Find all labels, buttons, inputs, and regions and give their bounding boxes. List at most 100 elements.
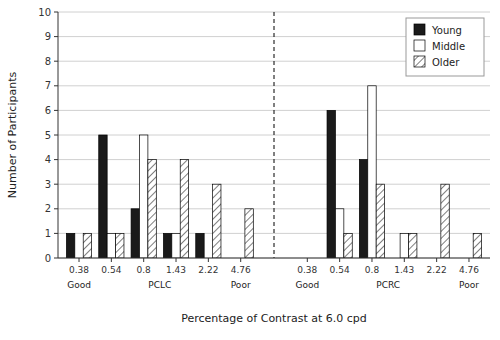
bar [139, 135, 147, 258]
bar [131, 209, 139, 258]
x-tick [240, 258, 241, 262]
x-tick [404, 258, 405, 262]
bar [335, 209, 343, 258]
legend-swatch-bg [414, 56, 425, 67]
bar [409, 233, 417, 258]
x-tick-label: 0.8 [137, 265, 152, 275]
x-tick [79, 258, 80, 262]
bar [116, 233, 124, 258]
y-tick-label: 6 [45, 105, 51, 116]
x-tick-label: 2.22 [427, 265, 447, 275]
legend-label: Young [431, 25, 462, 36]
y-tick [54, 110, 58, 111]
y-tick-label: 9 [45, 31, 51, 42]
bar-bg [245, 209, 253, 258]
bar [344, 233, 352, 258]
x-axis-label: Percentage of Contrast at 6.0 cpd [181, 312, 367, 325]
bar [180, 160, 188, 258]
bar-bg [83, 233, 91, 258]
legend-label: Older [432, 57, 460, 68]
group-separator [274, 12, 275, 258]
bar [83, 233, 91, 258]
x-tick-label: 1.43 [166, 265, 186, 275]
y-axis [58, 12, 59, 258]
x-tick-label: 0.38 [297, 265, 317, 275]
bar [376, 184, 384, 258]
bar [163, 233, 171, 258]
bar [99, 135, 107, 258]
bar-bg [473, 233, 481, 258]
y-tick-label: 1 [45, 228, 51, 239]
annotation: PCRC [376, 280, 400, 290]
annotation: Poor [231, 280, 251, 290]
legend-swatch [414, 40, 425, 51]
chart: 0 1 2 3 4 5 6 7 8 9 10 0.38 0.54 0.8 1.43 2.22 4.76 0.38 0… [0, 0, 500, 340]
y-axis-label: Number of Participants [6, 72, 19, 199]
x-tick [339, 258, 340, 262]
bar-bg [441, 184, 449, 258]
bar [107, 233, 115, 258]
bar [327, 110, 335, 258]
legend-frame [406, 18, 484, 76]
bar [400, 233, 408, 258]
y-tick-label: 4 [45, 154, 51, 165]
bar-bg [116, 233, 124, 258]
annotation: Good [67, 280, 91, 290]
bar [213, 184, 221, 258]
y-tick [54, 85, 58, 86]
bar-bg [344, 233, 352, 258]
y-tick-label: 2 [45, 203, 51, 214]
x-tick [208, 258, 209, 262]
chart-container: 0 1 2 3 4 5 6 7 8 9 10 0.38 0.54 0.8 1.43 2.22 4.76 0.38 0… [0, 0, 500, 340]
y-tick [54, 36, 58, 37]
x-tick-label: 0.54 [101, 265, 121, 275]
x-tick [436, 258, 437, 262]
x-tick [176, 258, 177, 262]
x-tick [111, 258, 112, 262]
x-tick-label: 1.43 [394, 265, 414, 275]
x-tick [371, 258, 372, 262]
x-tick-label: 0.8 [365, 265, 380, 275]
y-tick [54, 233, 58, 234]
bar-bg [213, 184, 221, 258]
annotation: Poor [459, 280, 479, 290]
bar [441, 184, 449, 258]
legend-swatch [414, 24, 425, 35]
legend-swatch [414, 56, 425, 67]
annotation: Good [295, 280, 319, 290]
y-tick-label: 0 [45, 253, 51, 264]
y-tick-label: 5 [45, 130, 51, 141]
x-tick-label: 0.38 [69, 265, 89, 275]
bar-bg [148, 160, 156, 258]
bar [473, 233, 481, 258]
y-tick [54, 12, 58, 13]
y-tick [54, 208, 58, 209]
y-tick-label: 8 [45, 56, 51, 67]
bar [196, 233, 204, 258]
y-tick [54, 184, 58, 185]
legend: Young Middle Older [406, 18, 484, 76]
y-tick [54, 258, 58, 259]
bar [172, 233, 180, 258]
y-tick [54, 61, 58, 62]
x-tick [307, 258, 308, 262]
x-tick [468, 258, 469, 262]
bar-bg [409, 233, 417, 258]
y-tick [54, 135, 58, 136]
x-tick-label: 4.76 [231, 265, 251, 275]
y-tick-label: 3 [45, 179, 51, 190]
x-tick-label: 0.54 [330, 265, 350, 275]
y-tick-label: 7 [45, 80, 51, 91]
bar [66, 233, 74, 258]
x-tick [143, 258, 144, 262]
grid-line [58, 258, 490, 259]
x-axis [58, 258, 490, 259]
x-tick-label: 4.76 [459, 265, 479, 275]
y-tick-label: 10 [38, 7, 51, 18]
y-tick [54, 159, 58, 160]
legend-label: Middle [432, 41, 465, 52]
bar-bg [180, 160, 188, 258]
bar [245, 209, 253, 258]
bar [359, 160, 367, 258]
x-tick-label: 2.22 [198, 265, 218, 275]
